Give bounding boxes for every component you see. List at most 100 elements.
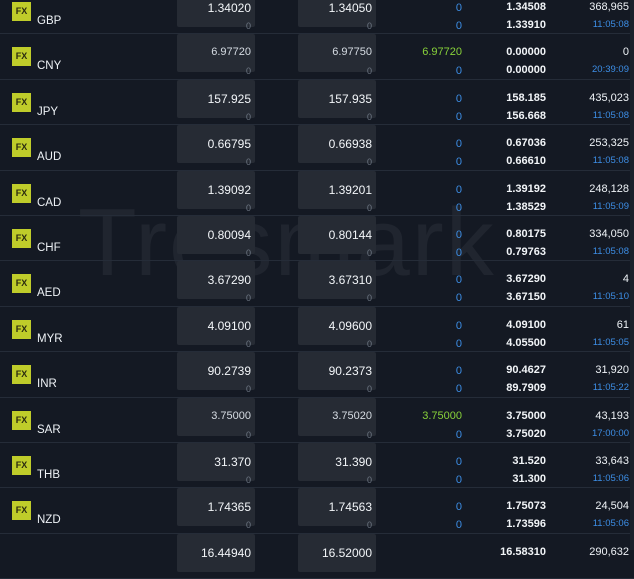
bid-change: 0	[245, 293, 251, 304]
ask-box[interactable]: 16.52000	[298, 533, 376, 572]
bid-box[interactable]: 4.09100 0	[177, 306, 255, 349]
ask-box[interactable]: 31.390 0	[298, 442, 376, 485]
bid-price: 16.44940	[200, 545, 251, 560]
bid-box[interactable]: 6.97720 0	[177, 34, 255, 76]
bid-price: 0.66795	[207, 137, 251, 152]
high-price: 1.75073	[506, 500, 546, 513]
currency-code: INR	[37, 378, 57, 391]
change-value: 0	[455, 183, 462, 196]
scrollbar[interactable]	[630, 0, 634, 550]
table-row[interactable]: FX MYR 4.09100 0 4.09600 0 0 0 4.09100 4…	[0, 306, 634, 353]
ask-box[interactable]: 0.66938 0	[298, 125, 376, 167]
table-row[interactable]: FX THB 31.370 0 31.390 0 0 0 31.520 31.3…	[0, 442, 634, 489]
table-row[interactable]: FX AUD 0.66795 0 0.66938 0 0 0 0.67036 0…	[0, 125, 634, 171]
bid-box[interactable]: 0.66795 0	[177, 125, 255, 167]
ask-change: 0	[366, 157, 372, 168]
ask-box[interactable]: 90.2373 0	[298, 352, 376, 394]
currency-code: CHF	[37, 241, 61, 254]
bid-box[interactable]: 16.44940	[177, 533, 255, 572]
ask-box[interactable]: 6.97750 0	[298, 34, 376, 76]
fx-badge-icon: FX	[12, 410, 31, 430]
change-percent: 0	[455, 20, 462, 32]
bid-box[interactable]: 31.370 0	[177, 442, 255, 485]
update-time: 11:05:08	[592, 155, 629, 167]
table-row[interactable]: FX 16.44940 16.52000 16.58310 290,632	[0, 533, 634, 579]
high-price: 90.4627	[506, 364, 546, 377]
high-price: 0.00000	[506, 46, 546, 59]
ask-price: 157.935	[328, 91, 372, 106]
table-row[interactable]: FX AED 3.67290 0 3.67310 0 0 0 3.67290 3…	[0, 261, 634, 307]
ask-box[interactable]: 1.74563 0	[298, 488, 376, 530]
bid-price: 90.2739	[207, 364, 251, 379]
bid-box[interactable]: 1.39092 0	[177, 170, 255, 213]
table-row[interactable]: FX NZD 1.74365 0 1.74563 0 0 0 1.75073 1…	[0, 488, 634, 534]
fx-badge-icon: FX	[12, 455, 31, 475]
ask-price: 0.80144	[328, 227, 372, 242]
table-row[interactable]: FX SAR 3.75000 0 3.75020 0 3.75000 0 3.7…	[0, 397, 634, 443]
volume: 290,632	[589, 545, 629, 558]
ask-box[interactable]: 0.80144 0	[298, 215, 376, 258]
ask-box[interactable]: 1.34050 0	[298, 0, 376, 31]
bid-price: 1.74365	[207, 500, 251, 515]
bid-box[interactable]: 1.74365 0	[177, 488, 255, 530]
fx-badge-icon: FX	[12, 274, 31, 294]
change-value: 0	[455, 365, 462, 378]
ask-box[interactable]: 3.75020 0	[298, 397, 376, 440]
fx-badge-icon: FX	[12, 501, 31, 521]
volume: 33,643	[595, 454, 629, 467]
bid-box[interactable]: 90.2739 0	[177, 352, 255, 394]
low-price: 1.73596	[506, 518, 546, 531]
ask-change: 0	[366, 21, 372, 31]
low-price: 0.66610	[506, 155, 546, 168]
bid-change: 0	[245, 384, 251, 395]
table-row[interactable]: FX JPY 157.925 0 157.935 0 0 0 158.185 1…	[0, 79, 634, 126]
bid-price: 157.925	[207, 91, 251, 106]
bid-change: 0	[245, 157, 251, 168]
currency-code: GBP	[37, 15, 62, 27]
ask-box[interactable]: 4.09600 0	[298, 306, 376, 349]
currency-code: NZD	[37, 514, 61, 527]
update-time: 11:05:10	[592, 291, 629, 303]
ask-price: 3.75020	[332, 409, 372, 422]
table-row[interactable]: FX GBP 1.34020 0 1.34050 0 0 0 1.34508 1…	[0, 0, 634, 35]
table-row[interactable]: FX CAD 1.39092 0 1.39201 0 0 0 1.39192 1…	[0, 170, 634, 216]
bid-price: 1.34020	[207, 1, 251, 15]
change-percent: 0	[455, 110, 462, 123]
ask-box[interactable]: 1.39201 0	[298, 170, 376, 213]
bid-change: 0	[245, 202, 251, 213]
update-time: 11:05:06	[592, 518, 629, 530]
bid-change: 0	[245, 429, 251, 440]
high-price: 3.67290	[506, 273, 546, 286]
bid-price: 6.97720	[211, 46, 251, 59]
ask-price: 1.39201	[328, 182, 372, 197]
bid-box[interactable]: 3.67290 0	[177, 261, 255, 303]
bid-price: 3.67290	[207, 273, 251, 288]
update-time: 11:05:08	[592, 19, 629, 30]
bid-change: 0	[245, 21, 251, 31]
fx-badge-icon: FX	[12, 138, 31, 158]
ask-price: 1.74563	[328, 500, 372, 515]
low-price: 31.300	[512, 472, 546, 485]
table-row[interactable]: FX INR 90.2739 0 90.2373 0 0 0 90.4627 8…	[0, 352, 634, 398]
bid-price: 1.39092	[207, 182, 251, 197]
ask-box[interactable]: 157.935 0	[298, 79, 376, 122]
change-value: 0	[455, 274, 462, 287]
update-time: 11:05:08	[592, 245, 629, 257]
table-row[interactable]: FX CHF 0.80094 0 0.80144 0 0 0 0.80175 0…	[0, 215, 634, 262]
fx-badge-icon: FX	[12, 228, 31, 248]
high-price: 31.520	[512, 454, 546, 467]
bid-box[interactable]: 3.75000 0	[177, 397, 255, 440]
bid-change: 0	[245, 66, 251, 77]
high-price: 4.09100	[506, 318, 546, 331]
currency-code: CNY	[37, 60, 62, 73]
ask-box[interactable]: 3.67310 0	[298, 261, 376, 303]
table-row[interactable]: FX CNY 6.97720 0 6.97750 0 6.97720 0 0.0…	[0, 34, 634, 80]
high-price: 3.75000	[506, 409, 546, 422]
update-time: 11:05:05	[592, 336, 629, 348]
bid-box[interactable]: 1.34020 0	[177, 0, 255, 31]
bid-box[interactable]: 157.925 0	[177, 79, 255, 122]
ask-price: 6.97750	[332, 46, 372, 59]
bid-box[interactable]: 0.80094 0	[177, 215, 255, 258]
change-percent: 0	[455, 156, 462, 169]
